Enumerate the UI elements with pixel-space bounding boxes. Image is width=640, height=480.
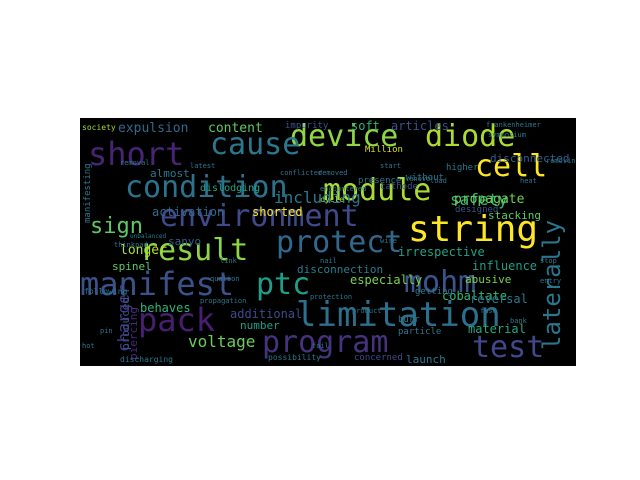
cloud-word: soft <box>351 119 380 133</box>
cloud-word: condition <box>125 170 288 205</box>
cloud-word: frankenheimer <box>486 121 541 129</box>
cloud-word: removed <box>318 169 348 177</box>
cloud-word: protection <box>310 293 353 301</box>
cloud-word: cycle <box>320 195 345 204</box>
cloud-word: conflicted <box>280 169 323 177</box>
cloud-word: heat <box>520 177 537 185</box>
cloud-word: longer <box>120 243 167 258</box>
cloud-word: disconnected <box>490 152 570 165</box>
cloud-word: propagate <box>454 192 525 207</box>
cloud-word: module <box>323 173 432 208</box>
cloud-word: load <box>430 177 447 185</box>
cloud-word: piercing <box>127 307 140 360</box>
cloud-word: pin <box>100 327 113 335</box>
cloud-word: bank <box>510 317 527 325</box>
cloud-word: device <box>290 119 399 154</box>
cloud-word: burr <box>398 315 420 325</box>
cloud-word: manifesting <box>83 163 93 223</box>
cloud-word: program <box>262 325 389 360</box>
cloud-word: behaves <box>140 301 191 315</box>
cloud-word: articles <box>391 119 449 133</box>
cloud-word: propagation <box>200 297 247 305</box>
cloud-word: cell <box>475 149 548 184</box>
cloud-word: presence <box>358 176 402 186</box>
cloud-word: designed <box>455 205 499 215</box>
cloud-word: voltage <box>188 332 256 351</box>
cloud-word: almost <box>150 167 190 180</box>
cloud-word: following <box>84 287 128 296</box>
cloud-word: entry <box>540 277 562 285</box>
cloud-word: content <box>208 121 263 136</box>
cloud-word: getting <box>415 287 453 297</box>
cloud-word: limitation <box>296 295 501 335</box>
cloud-word: ptc <box>256 267 311 302</box>
cloud-word: diode <box>425 119 516 154</box>
cloud-word: start <box>380 162 402 170</box>
cloud-word: concerned <box>354 353 403 363</box>
cloud-word: cobaltate <box>442 289 508 303</box>
cloud-word: nail <box>320 257 337 265</box>
cloud-word: safety <box>450 190 508 209</box>
cloud-word: foil <box>312 342 329 350</box>
cloud-word: abusive <box>465 273 512 286</box>
cloud-word: hot <box>82 342 95 350</box>
cloud-word: result <box>140 233 249 268</box>
cloud-word: symposium <box>488 131 526 139</box>
cloud-word: sign <box>90 214 143 239</box>
cloud-word: material <box>468 322 526 336</box>
cloud-word: string <box>408 209 539 250</box>
cloud-word: number <box>240 319 280 332</box>
cloud-word: disconnection <box>297 263 384 276</box>
cloud-word: encountered <box>320 185 367 193</box>
cloud-word: additional <box>230 307 303 321</box>
cloud-word: especially <box>350 273 423 287</box>
cloud-word: society <box>82 123 116 132</box>
cloud-word: launch <box>406 353 446 366</box>
cloud-word: reversal <box>470 292 528 306</box>
cloud-word: pack <box>138 301 216 339</box>
cloud-word: expulsion <box>118 121 189 136</box>
cloud-word: test <box>472 330 545 365</box>
cloud-word: short <box>88 135 185 173</box>
cloud-word: unbalanced <box>130 233 167 240</box>
cloud-word: dislodging <box>200 183 261 194</box>
cloud-word: activation <box>152 205 225 219</box>
cloud-word: stacking <box>488 209 541 222</box>
cloud-word: impurity <box>285 121 329 131</box>
cloud-word: mohm <box>404 265 477 300</box>
cloud-word: sanyo <box>168 235 202 248</box>
cloud-word: product <box>352 307 382 315</box>
cloud-word: link <box>220 257 237 265</box>
cloud-word: fuse <box>480 307 497 315</box>
cloud-word: cause <box>210 127 301 162</box>
cloud-word: influence <box>472 259 538 273</box>
cloud-word: cathode <box>380 182 418 192</box>
cloud-word: discharging <box>120 355 173 364</box>
cloud-word: irrespective <box>398 245 485 259</box>
cloud-word: lenovo <box>405 175 431 183</box>
cloud-word: without <box>406 173 444 183</box>
cloud-word: protect <box>276 225 403 260</box>
cloud-word: particle <box>398 327 442 337</box>
cloud-word: stop <box>540 257 557 265</box>
cloud-word: possibility <box>268 353 321 362</box>
cloud-word: spinel <box>112 260 152 273</box>
cloud-word: removing <box>546 157 576 165</box>
word-cloud: device diode cause short cell condition module… <box>80 118 576 366</box>
cloud-word: wire <box>380 237 397 245</box>
cloud-word: higher <box>446 163 479 173</box>
cloud-word: thinkpad <box>114 241 148 249</box>
cloud-word: manifest <box>80 265 235 303</box>
cloud-word: qualion <box>210 275 240 283</box>
cloud-word: shorted <box>252 205 303 219</box>
cloud-word: including <box>274 188 361 207</box>
cloud-word: Million <box>365 145 403 155</box>
cloud-word: removal <box>120 159 150 167</box>
cloud-word: environment <box>160 199 359 234</box>
cloud-word: latest <box>190 162 216 170</box>
